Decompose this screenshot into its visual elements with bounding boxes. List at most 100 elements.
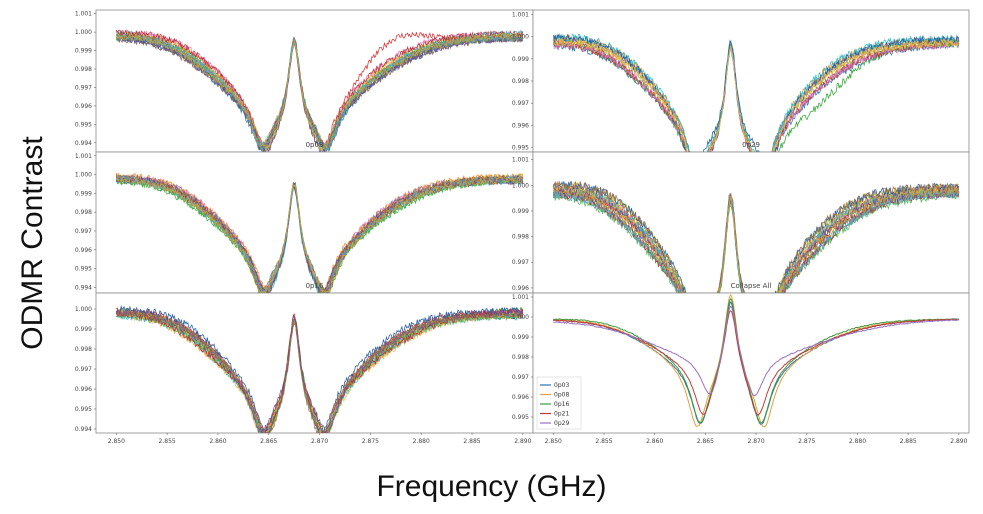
y-tick-label: 1.001 bbox=[512, 11, 529, 18]
series-line bbox=[115, 31, 524, 152]
x-tick-label: 2.860 bbox=[209, 438, 226, 445]
y-axis-label: ODMR Contrast bbox=[16, 136, 49, 350]
y-tick-label: 0.998 bbox=[512, 354, 529, 361]
y-tick-label: 0.998 bbox=[512, 78, 529, 85]
y-tick-label: 0.998 bbox=[512, 234, 529, 241]
x-tick-label: 2.870 bbox=[311, 438, 328, 445]
x-tick-label: 2.855 bbox=[595, 438, 612, 445]
y-tick-label: 0.996 bbox=[512, 285, 529, 292]
series-line bbox=[552, 187, 960, 293]
y-tick-label: 0.997 bbox=[75, 366, 92, 373]
figure-canvas: 0.994 0.995 0.996 0.997 0.998 0.999 1.000 1.001… bbox=[75, 9, 970, 445]
legend-entry: 0p03 bbox=[554, 382, 569, 389]
panel-title: 0p08 bbox=[306, 141, 324, 149]
x-tick-label: 2.875 bbox=[798, 438, 815, 445]
y-tick-label: 1.000 bbox=[512, 182, 529, 189]
y-tick-label: 0.998 bbox=[75, 346, 92, 353]
series-line bbox=[553, 180, 959, 293]
series-line bbox=[552, 33, 960, 152]
series-line bbox=[116, 309, 524, 433]
x-tick-label: 2.880 bbox=[413, 438, 430, 445]
y-tick-label: 0.996 bbox=[75, 103, 92, 110]
series-line bbox=[552, 188, 959, 293]
y-tick-label: 0.998 bbox=[75, 66, 92, 73]
y-tick-label: 0.996 bbox=[75, 386, 92, 393]
series-line-0p29 bbox=[553, 305, 960, 397]
y-tick-label: 0.999 bbox=[512, 334, 529, 341]
y-tick-label: 0.998 bbox=[75, 209, 92, 216]
series-group bbox=[552, 180, 960, 293]
panel-middle-left: 0.994 0.995 0.996 0.997 0.998 0.999 1.000 1.001… bbox=[75, 151, 534, 294]
panel-frame bbox=[532, 151, 970, 294]
series-line bbox=[116, 176, 523, 293]
panel-bottom-left: 0.994 0.995 0.996 0.997 0.998 0.999 1.000 2.850… bbox=[75, 292, 534, 445]
y-tick-label: 0.997 bbox=[512, 374, 529, 381]
x-tick-label: 2.850 bbox=[545, 438, 562, 445]
series-line bbox=[115, 173, 524, 293]
series-group bbox=[115, 304, 524, 433]
x-tick-label: 2.880 bbox=[849, 438, 866, 445]
y-tick-label: 0.999 bbox=[75, 190, 92, 197]
panel-frame bbox=[95, 151, 534, 294]
series-group bbox=[115, 29, 524, 152]
series-line bbox=[553, 38, 960, 152]
x-tick-label: 2.885 bbox=[900, 438, 917, 445]
y-tick-label: 1.000 bbox=[512, 34, 529, 41]
x-tick-label: 2.860 bbox=[646, 438, 663, 445]
y-tick-label: 0.999 bbox=[75, 48, 92, 55]
panel-bottom-right: 0.995 0.996 0.997 0.998 0.999 1.000 1.001 2.850… bbox=[512, 292, 970, 445]
series-line bbox=[552, 186, 960, 293]
series-line-0p08 bbox=[553, 293, 959, 428]
y-tick-label: 0.995 bbox=[512, 145, 529, 152]
series-line bbox=[116, 312, 523, 433]
legend-entry: 0p08 bbox=[554, 392, 569, 399]
x-tick-label: 2.865 bbox=[697, 438, 714, 445]
series-group bbox=[115, 172, 524, 293]
y-tick-label: 1.001 bbox=[512, 157, 529, 164]
y-axis-label-text: ODMR Contrast bbox=[16, 136, 49, 350]
y-tick-label: 1.000 bbox=[75, 306, 92, 313]
y-tick-label: 1.001 bbox=[512, 294, 529, 301]
x-tick-label: 2.865 bbox=[260, 438, 277, 445]
y-tick-label: 0.997 bbox=[75, 228, 92, 235]
panel-frame bbox=[532, 292, 970, 434]
series-line bbox=[552, 181, 959, 293]
series-line bbox=[115, 307, 524, 433]
y-tick-label: 0.995 bbox=[75, 121, 92, 128]
y-tick-label: 0.996 bbox=[512, 394, 529, 401]
x-tick-label: 2.875 bbox=[362, 438, 379, 445]
panel-title: Collapse All bbox=[731, 282, 772, 290]
y-tick-label: 0.994 bbox=[75, 140, 92, 147]
series-line-0p21 bbox=[553, 310, 959, 416]
y-tick-label: 1.001 bbox=[75, 153, 92, 160]
y-tick-label: 1.000 bbox=[512, 314, 529, 321]
series-group bbox=[553, 293, 960, 428]
series-line bbox=[552, 37, 959, 152]
y-tick-label: 0.999 bbox=[75, 326, 92, 333]
legend-entry: 0p29 bbox=[554, 420, 569, 427]
x-tick-label: 2.885 bbox=[463, 438, 480, 445]
legend-entry: 0p21 bbox=[554, 411, 569, 418]
y-tick-label: 0.999 bbox=[512, 208, 529, 215]
y-tick-label: 1.001 bbox=[75, 11, 92, 18]
panel-title: 0p29 bbox=[742, 141, 760, 149]
y-tick-label: 0.997 bbox=[512, 100, 529, 107]
x-tick-label: 2.890 bbox=[950, 438, 967, 445]
panel-title: 0p16 bbox=[306, 282, 324, 290]
x-tick-label: 2.870 bbox=[747, 438, 764, 445]
y-tick-label: 0.996 bbox=[512, 122, 529, 129]
y-tick-label: 0.997 bbox=[512, 259, 529, 266]
series-line bbox=[552, 180, 960, 293]
y-tick-label: 0.999 bbox=[512, 56, 529, 63]
y-tick-label: 0.996 bbox=[75, 247, 92, 254]
y-tick-label: 0.995 bbox=[75, 406, 92, 413]
x-tick-label: 2.890 bbox=[514, 438, 531, 445]
panel-frame bbox=[532, 9, 970, 153]
series-group bbox=[552, 33, 960, 152]
legend: 0p03 0p08 0p16 0p21 0p29 bbox=[536, 376, 582, 430]
x-axis-label: Frequency (GHz) bbox=[376, 470, 607, 503]
x-tick-label: 2.850 bbox=[108, 438, 125, 445]
panel-middle-right: 0.996 0.997 0.998 0.999 1.000 1.001 Collapse A… bbox=[512, 151, 970, 294]
y-tick-label: 0.997 bbox=[75, 84, 92, 91]
y-tick-label: 1.000 bbox=[75, 29, 92, 36]
